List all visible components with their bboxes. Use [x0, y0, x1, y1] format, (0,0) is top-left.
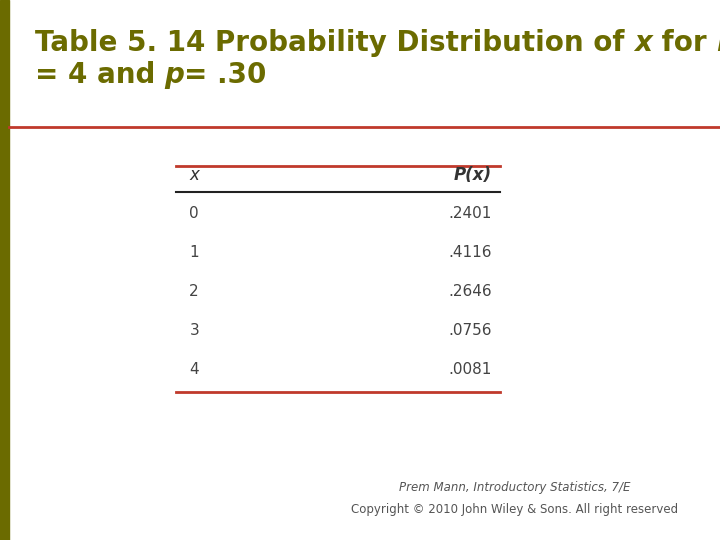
- Text: Table 5. 14 Probability Distribution of: Table 5. 14 Probability Distribution of: [35, 29, 634, 57]
- Text: .4116: .4116: [449, 245, 492, 260]
- Text: P(x): P(x): [454, 166, 492, 185]
- Text: for: for: [652, 29, 716, 57]
- Text: .0756: .0756: [449, 323, 492, 338]
- Text: 4: 4: [189, 362, 199, 377]
- Text: p: p: [165, 61, 184, 89]
- Text: x: x: [189, 166, 199, 185]
- Text: .0081: .0081: [449, 362, 492, 377]
- Text: = .30: = .30: [184, 61, 267, 89]
- Text: Copyright © 2010 John Wiley & Sons. All right reserved: Copyright © 2010 John Wiley & Sons. All …: [351, 503, 678, 516]
- Text: Prem Mann, Introductory Statistics, 7/E: Prem Mann, Introductory Statistics, 7/E: [399, 481, 631, 494]
- Text: n: n: [716, 29, 720, 57]
- Text: 3: 3: [189, 323, 199, 338]
- Text: x: x: [634, 29, 652, 57]
- Text: 1: 1: [189, 245, 199, 260]
- Text: 0: 0: [189, 206, 199, 221]
- Text: 2: 2: [189, 284, 199, 299]
- Text: .2646: .2646: [448, 284, 492, 299]
- Text: = 4 and: = 4 and: [35, 61, 165, 89]
- Bar: [0, 0, 9, 540]
- Text: .2401: .2401: [449, 206, 492, 221]
